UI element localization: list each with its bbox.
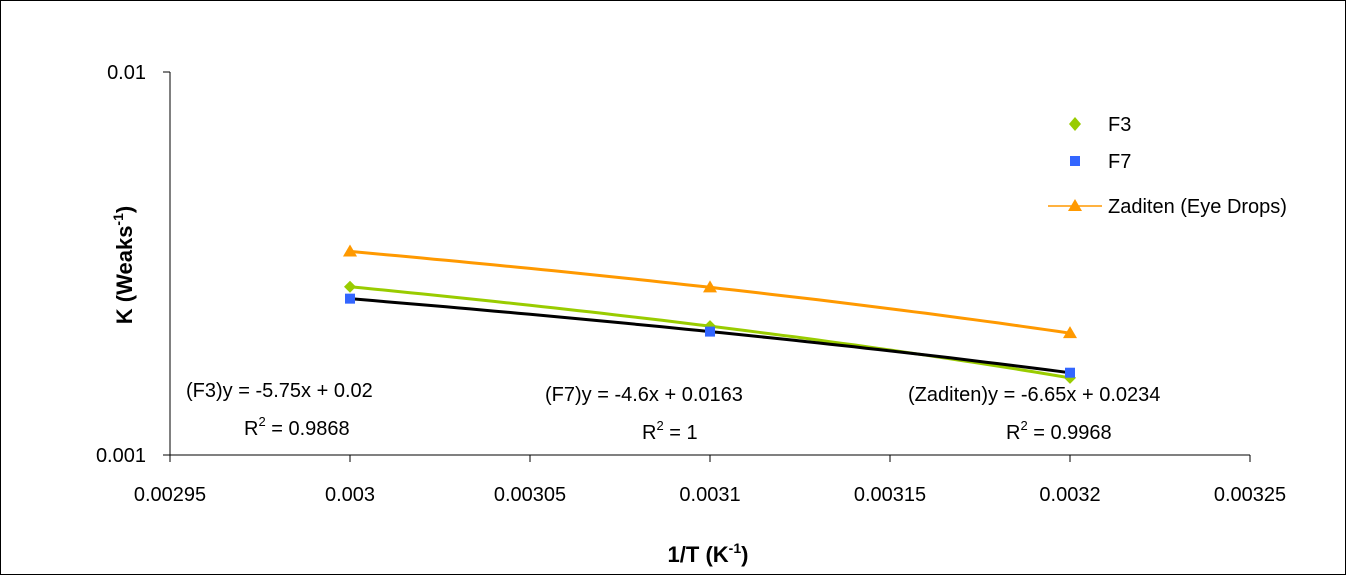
x-tick-label-6: 0.00325	[1214, 484, 1286, 506]
point-f7-1	[705, 326, 715, 337]
legend-marker-f3	[1069, 117, 1081, 131]
annotation-f3-r2: R2 = 0.9868	[244, 414, 350, 440]
y-tick-label-0: 0.001	[96, 445, 146, 467]
annotation-zaditen-r2: R2 = 0.9968	[1006, 418, 1112, 444]
annotations: (F3)y = -5.75x + 0.02 R2 = 0.9868 (F7)y …	[186, 380, 1160, 444]
legend-label-zaditen: Zaditen (Eye Drops)	[1108, 196, 1287, 218]
legend-marker-f7	[1070, 156, 1080, 166]
legend: F3 F7 Zaditen (Eye Drops)	[1048, 114, 1287, 218]
point-zaditen-1	[703, 280, 717, 293]
x-tick-label-0: 0.00295	[134, 484, 206, 506]
annotation-f7-r2: R2 = 1	[642, 418, 698, 444]
legend-item-f7: F7	[1070, 151, 1131, 173]
x-tick-label-5: 0.0032	[1039, 484, 1100, 506]
annotation-f3-equation: (F3)y = -5.75x + 0.02	[186, 380, 373, 402]
point-f3-0	[344, 280, 356, 293]
legend-item-zaditen: Zaditen (Eye Drops)	[1048, 196, 1287, 218]
y-axis-title: K (Weaks-1)	[110, 206, 137, 324]
legend-label-f3: F3	[1108, 114, 1131, 136]
markers	[343, 244, 1077, 384]
legend-marker-zaditen	[1068, 199, 1082, 211]
legend-item-f3: F3	[1069, 114, 1131, 136]
x-tick-label-3: 0.0031	[679, 484, 740, 506]
y-ticks: 0.001 0.01	[96, 62, 170, 467]
annotation-f7-equation: (F7)y = -4.6x + 0.0163	[545, 384, 743, 406]
x-tick-label-1: 0.003	[325, 484, 375, 506]
x-tick-label-2: 0.00305	[494, 484, 566, 506]
x-axis-title: 1/T (K-1)	[668, 540, 749, 567]
y-tick-label-1: 0.01	[107, 62, 146, 84]
legend-label-f7: F7	[1108, 151, 1131, 173]
annotation-f7: (F7)y = -4.6x + 0.0163 R2 = 1	[545, 384, 743, 444]
point-zaditen-0	[343, 244, 357, 257]
annotation-zaditen: (Zaditen)y = -6.65x + 0.0234 R2 = 0.9968	[908, 384, 1160, 444]
point-f7-2	[1065, 367, 1075, 378]
point-f7-0	[345, 293, 355, 304]
point-zaditen-2	[1063, 326, 1077, 339]
x-tick-label-4: 0.00315	[854, 484, 926, 506]
trendlines	[349, 249, 1071, 380]
x-ticks: 0.00295 0.003 0.00305 0.0031 0.00315 0.0032 0.…	[134, 455, 1286, 506]
annotation-zaditen-equation: (Zaditen)y = -6.65x + 0.0234	[908, 384, 1160, 406]
annotation-f3: (F3)y = -5.75x + 0.02 R2 = 0.9868	[186, 380, 373, 440]
